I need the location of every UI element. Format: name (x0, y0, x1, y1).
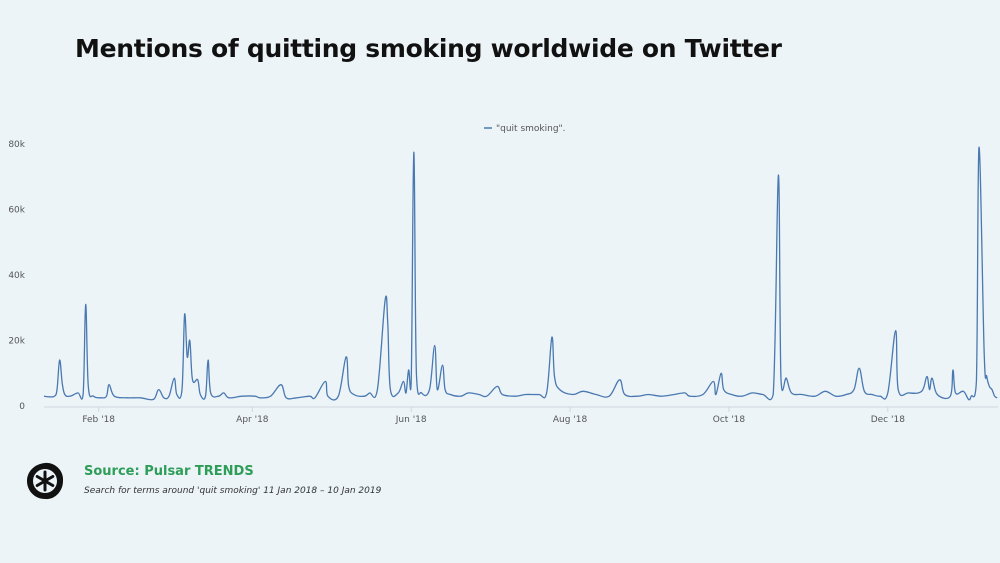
x-tick-label: Jun '18 (395, 415, 427, 425)
axes: 0 20k 40k 60k 80k Feb '18 Apr '18 Jun '18 Aug '1… (8, 140, 998, 425)
x-tick-label: Aug '18 (553, 415, 588, 425)
pulsar-logo-icon (27, 462, 64, 500)
series-line (43, 146, 998, 401)
x-tick-label: Dec '18 (871, 415, 905, 425)
y-tick-label: 20k (8, 337, 25, 347)
x-tick-label: Apr '18 (236, 415, 269, 425)
y-tick-label: 80k (8, 140, 25, 150)
y-tick-label: 40k (8, 271, 25, 281)
y-tick-label: 60k (8, 206, 25, 216)
series-layer (43, 146, 998, 401)
page-title: Mentions of quitting smoking worldwide o… (75, 34, 782, 63)
chart-legend[interactable]: "quit smoking". (484, 124, 566, 134)
x-tick-label: Oct '18 (713, 415, 746, 425)
legend-label: "quit smoking". (496, 124, 566, 134)
y-tick-label: 0 (19, 402, 25, 412)
caption-text: Search for terms around 'quit smoking' 1… (84, 486, 382, 496)
source-label: Source: Pulsar TRENDS (84, 464, 254, 479)
x-tick-label: Feb '18 (82, 415, 115, 425)
